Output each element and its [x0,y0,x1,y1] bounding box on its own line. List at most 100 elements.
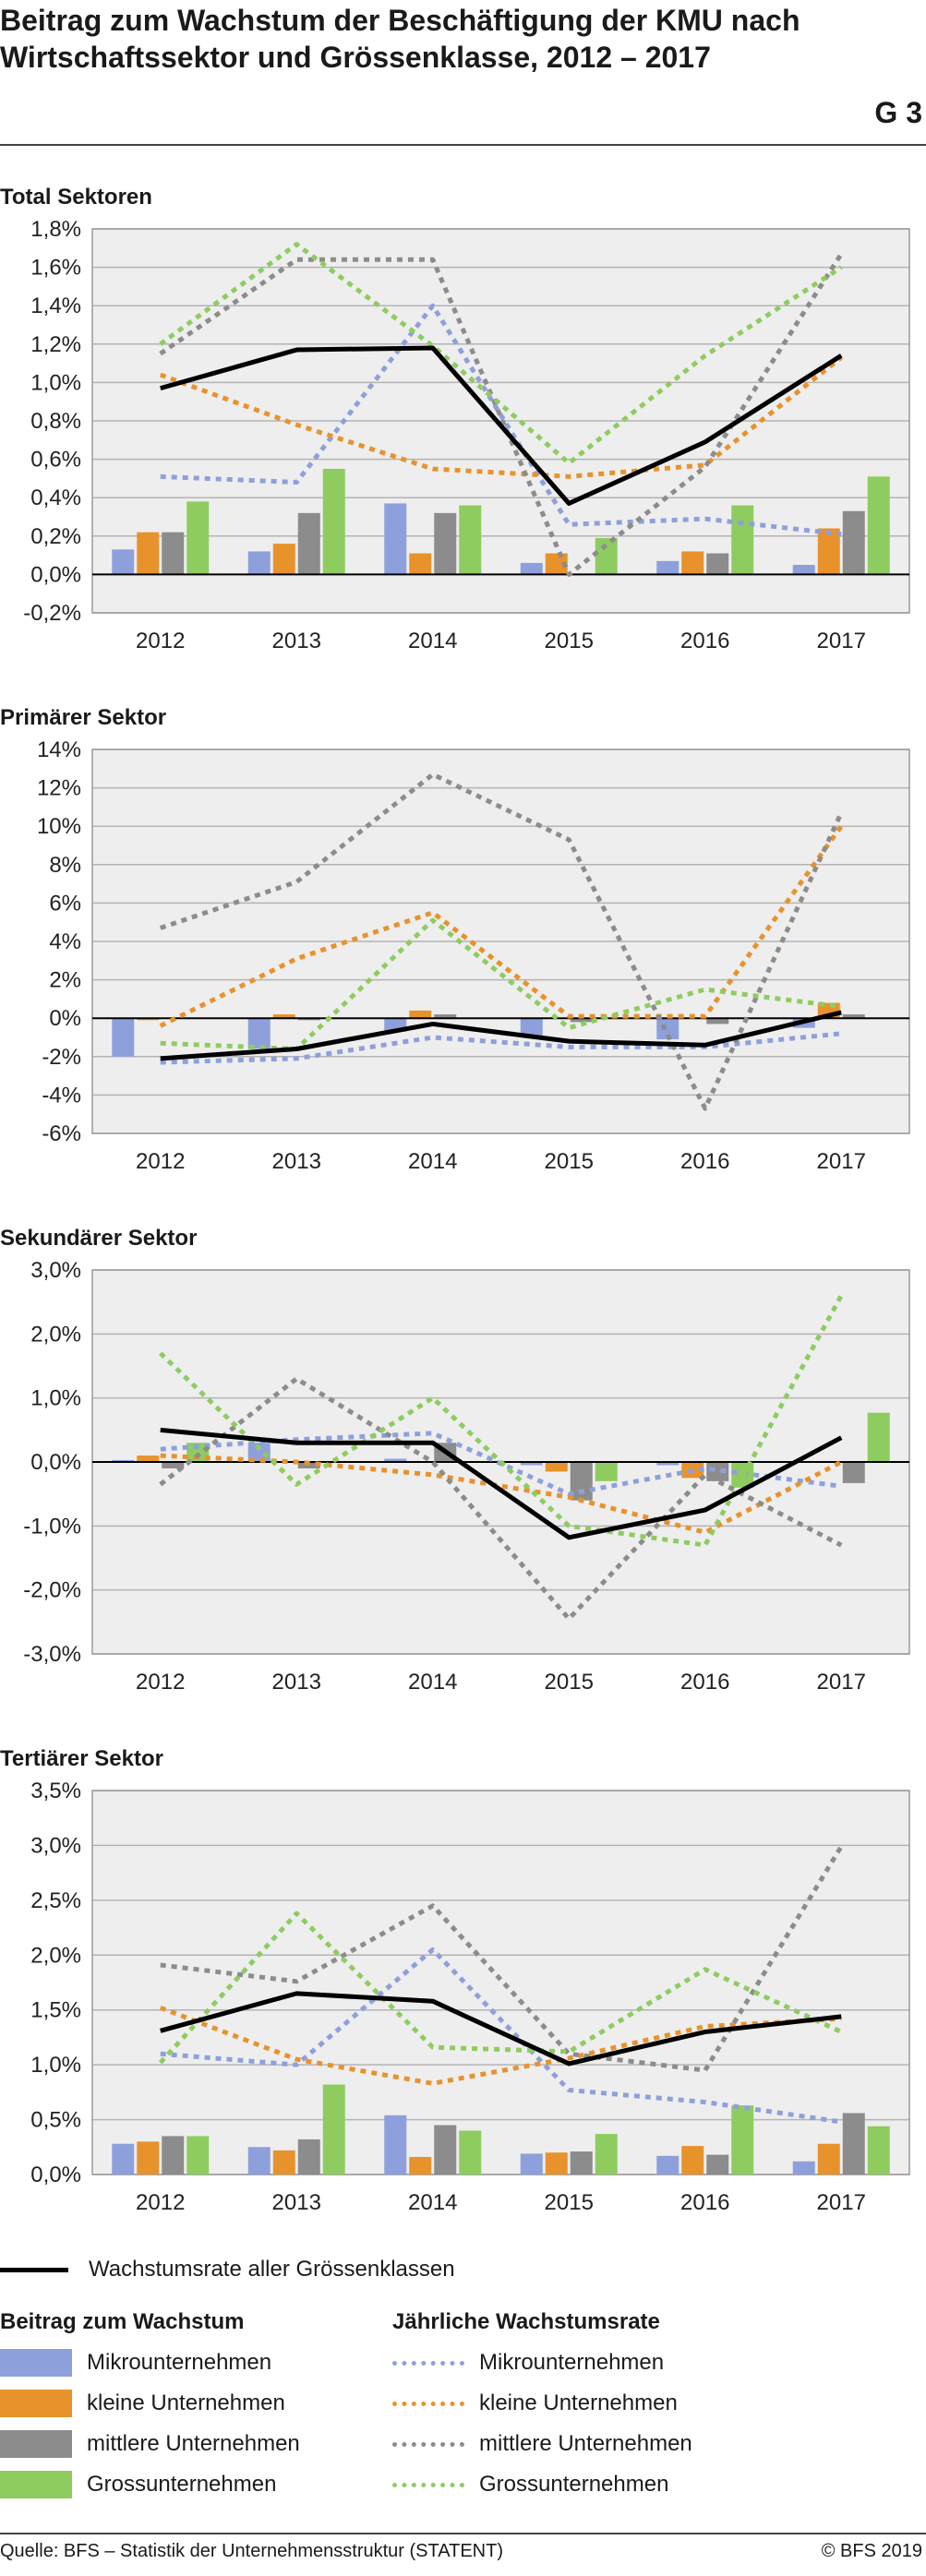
y-tick-label: 14% [37,737,81,762]
bar-klein-2014 [409,553,432,575]
bar-mittel-2013 [297,2139,320,2175]
bar-gross-2014 [459,505,482,575]
graphic-number: G 3 [874,96,922,129]
y-tick-label: 6% [49,891,81,916]
legend-line-gross-marker [392,2482,464,2487]
line-mittel [159,1376,843,1622]
bar-gross-2012 [186,2136,210,2175]
y-tick-label: 8% [49,853,81,878]
legend-bar-mittel-label: mittlere Unternehmen [87,2431,300,2456]
y-tick-label: 1,4% [30,294,81,318]
y-tick-label: 12% [37,776,81,801]
y-tick-label: -2% [42,1045,81,1070]
plot-border [91,1790,910,2175]
line-gross [160,917,842,1051]
bar-klein-2015 [545,553,568,575]
line-total [160,1427,843,1540]
bar-mittel-2015 [570,1018,593,1023]
x-tick-label: 2017 [817,1670,866,1695]
bar-klein-2016 [681,551,704,575]
x-tick-label: 2016 [680,2190,729,2215]
bar-mittel-2014 [434,1014,457,1019]
bar-mittel-2012 [162,532,185,575]
footer-rule [0,2533,926,2534]
legend-bar-gross: Grossunternehmen [0,2471,276,2498]
bar-klein-2015 [545,2152,568,2175]
bar-klein-2017 [817,2143,840,2175]
legend-line-klein-marker [392,2401,464,2406]
y-tick-label: 1,5% [30,1998,81,2023]
y-tick-label: 1,0% [30,2053,81,2078]
bar-klein-2015 [545,1462,568,1472]
x-tick-label: 2013 [272,1149,321,1174]
bar-klein-2017 [817,528,840,575]
bar-mittel-2017 [842,1462,865,1483]
y-tick-label: 0,6% [30,448,81,473]
bar-gross-2012 [186,1443,210,1462]
bar-mikro-2013 [247,1443,271,1462]
panel-title-sekundaer: Sekundärer Sektor [0,1226,198,1251]
line-mikro [160,303,842,537]
y-tick-label: -1,0% [23,1514,81,1539]
bar-mikro-2013 [247,2147,271,2175]
legend-line-mikro-marker [392,2360,464,2366]
legend-line-klein-label: kleine Unternehmen [479,2390,678,2415]
x-tick-label: 2013 [272,1670,321,1695]
x-tick-label: 2012 [136,629,185,653]
y-tick-label: 4% [49,929,81,954]
y-tick-label: 0% [49,1006,81,1031]
bar-mikro-2012 [112,1459,135,1462]
bar-gross-2015 [595,2134,618,2175]
bar-mittel-2013 [297,1018,320,1021]
footer-copyright: © BFS 2019 [821,2541,922,2561]
bar-mikro-2012 [112,549,135,575]
x-tick-label: 2016 [680,1149,729,1174]
y-tick-label: 1,0% [30,1386,81,1411]
plot-border [91,228,910,614]
y-tick-label: 0,0% [30,1450,81,1475]
legend-bar-mikro-label: Mikrounternehmen [87,2350,272,2375]
line-mittel [159,772,844,1111]
legend-bar-klein: kleine Unternehmen [0,2390,285,2417]
line-klein [159,355,843,479]
line-mikro [160,1031,842,1065]
x-tick-label: 2016 [680,1670,729,1695]
line-mikro [160,1947,842,2125]
chart-tertiaerer-sektor: 0,0% 0,5% 1,0% 1,5% 2,0% 2,5% 3,0% 3,5% 2012 2013… [30,1779,910,2215]
bar-mittel-2014 [434,512,457,575]
y-tick-label: 3,5% [30,1779,81,1803]
legend-bar-mikro-swatch [0,2349,72,2377]
chart-sekundaerer-sektor: -3,0% -2,0% -1,0% 0,0% 1,0% 2,0% 3,0% 2012 2013 2… [23,1258,910,1695]
x-tick-label: 2014 [408,1670,457,1695]
line-klein [159,824,844,1028]
chart-title: Beitrag zum Wachstum der Beschäftigung d… [0,4,800,74]
line-total [160,345,843,506]
bar-klein-2014 [409,1010,432,1019]
x-tick-label: 2012 [136,1149,185,1174]
bar-mikro-2015 [520,562,543,575]
x-tick-label: 2013 [272,629,321,653]
line-total [160,1010,842,1061]
legend-total-line-marker [0,2267,68,2272]
y-tick-label: 2,0% [30,1322,81,1347]
plot-border [91,749,910,1134]
x-tick-label: 2014 [408,629,457,653]
chart-primaerer-sektor: -6% -4% -2% 0% 2% 4% 6% 8% 10% 12% 14% 2012 2013 2014… [37,737,910,1174]
x-tick-label: 2012 [136,2190,185,2215]
bar-mikro-2012 [112,1018,135,1057]
y-tick-label: 10% [37,814,81,839]
bar-mittel-2014 [434,2125,457,2175]
bar-klein-2012 [137,2141,160,2175]
bar-klein-2013 [272,544,295,575]
panel-title-primaer: Primärer Sektor [0,705,167,730]
bar-mikro-2012 [112,2143,135,2175]
bar-mikro-2014 [384,503,407,575]
y-tick-label: 2,0% [30,1943,81,1968]
legend-line-mikro-label: Mikrounternehmen [479,2350,665,2375]
bar-klein-2012 [137,1456,160,1462]
bar-mikro-2016 [656,1462,679,1466]
bar-gross-2017 [867,1412,890,1462]
y-tick-label: 0,0% [30,2163,81,2187]
bar-gross-2015 [595,1462,618,1481]
line-mittel [159,252,844,577]
